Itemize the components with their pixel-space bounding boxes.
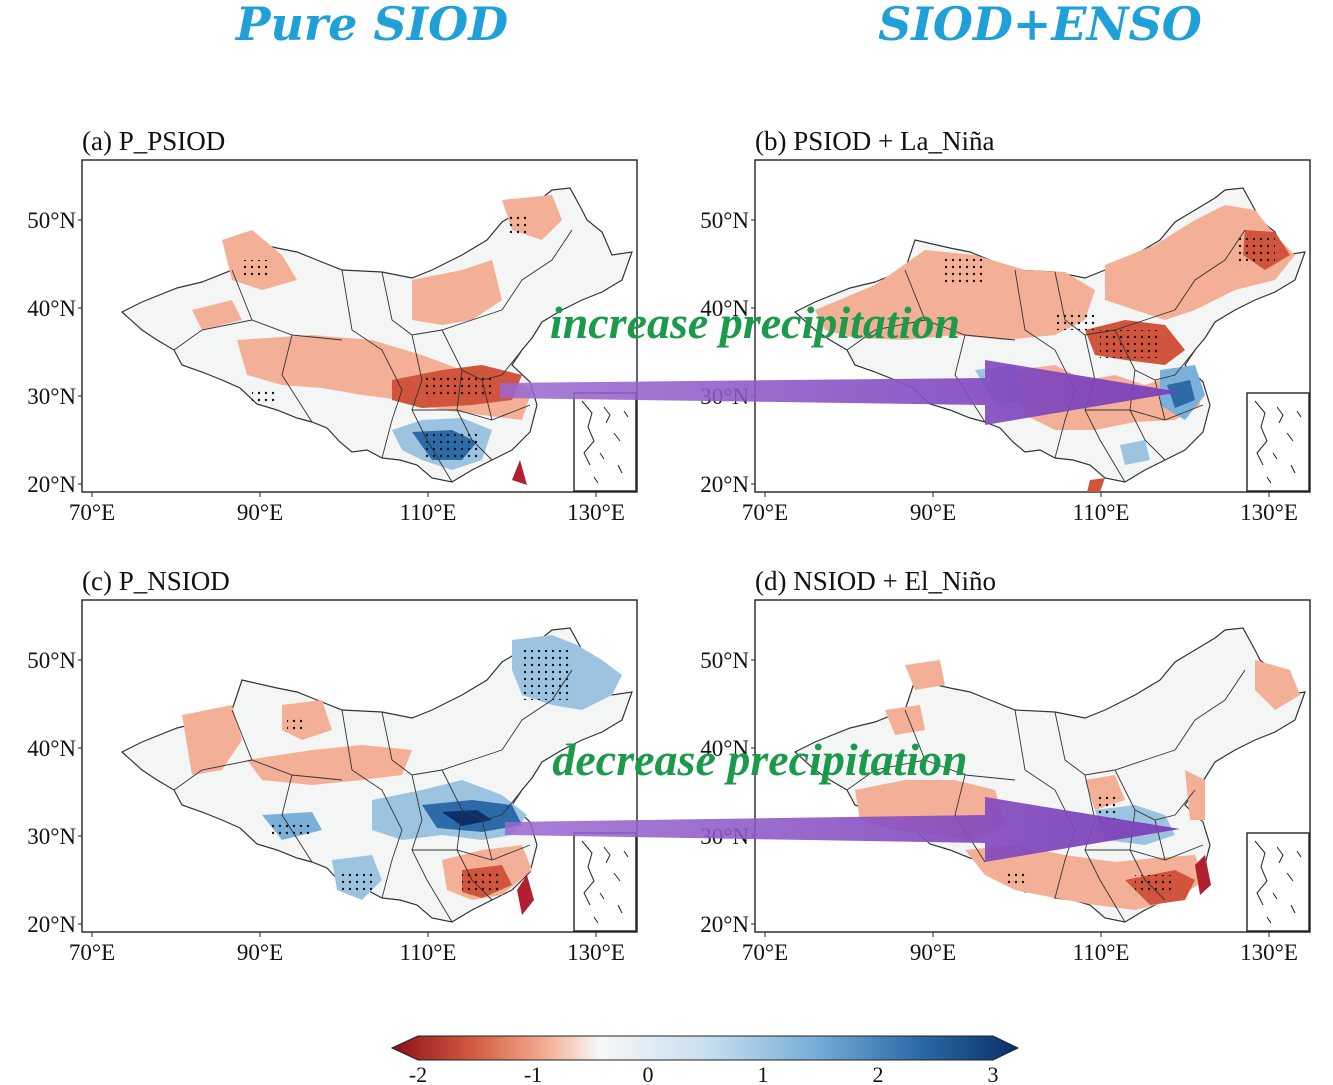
- panel-d-title: (d) NSIOD + El_Niño: [755, 566, 996, 596]
- panel-b-title: (b) PSIOD + La_Niña: [755, 126, 994, 156]
- panel-b-lon-label: 130°E: [1240, 500, 1298, 525]
- panel-a-lat-label: 40°N: [27, 296, 76, 321]
- panel-a-lat-label: 50°N: [27, 208, 76, 233]
- panel-b-lat-label: 40°N: [700, 296, 749, 321]
- panel-c-lat-label: 50°N: [27, 648, 76, 673]
- panel-d: (d) NSIOD + El_Niño: [754, 566, 1311, 933]
- panel-d-lon-label: 90°E: [910, 940, 956, 965]
- header-pure-siod: Pure SIOD: [234, 0, 508, 51]
- colorbar-tick-label: -1: [524, 1062, 542, 1085]
- panel-a-lat-label: 30°N: [27, 384, 76, 409]
- panel-c-anomaly-field: [182, 635, 622, 915]
- panel-b-inset: [1246, 392, 1310, 492]
- panel-c-lon-label: 90°E: [237, 940, 283, 965]
- panel-c-lat-label: 20°N: [27, 912, 76, 937]
- colorbar-tick-label: 0: [643, 1062, 654, 1085]
- panel-b: (b) PSIOD + La_Niña: [754, 126, 1311, 493]
- arrow-decrease: [505, 797, 1180, 862]
- panel-d-lon-label: 110°E: [1073, 940, 1130, 965]
- panel-a-inset: [573, 392, 637, 492]
- panel-a-title: (a) P_PSIOD: [82, 126, 225, 156]
- panel-d-lon-label: 70°E: [742, 940, 788, 965]
- panel-c-title: (c) P_NSIOD: [82, 566, 230, 596]
- panel-a-lon-label: 110°E: [400, 500, 457, 525]
- panel-a-lat-label: 20°N: [27, 472, 76, 497]
- colorbar-tick-label: 2: [873, 1062, 884, 1085]
- panel-d-lon-label: 130°E: [1240, 940, 1298, 965]
- panel-c-inset: [573, 832, 637, 932]
- colorbar-tick-label: 1: [758, 1062, 769, 1085]
- colorbar-tick-label: 3: [988, 1062, 999, 1085]
- panel-c-lat-label: 30°N: [27, 824, 76, 849]
- label-increase-precipitation: increase precipitation: [550, 297, 960, 348]
- panel-a: (a) P_PSIOD: [81, 126, 638, 493]
- axis-labels: 50°N 40°N 30°N 20°N 70°E 90°E 110°E 130°E 50°N 40…: [27, 208, 1298, 965]
- panel-c-lon-label: 130°E: [567, 940, 625, 965]
- panel-c-lon-label: 70°E: [69, 940, 115, 965]
- panel-a-lon-label: 130°E: [567, 500, 625, 525]
- colorbar: -2 -1 0 1 2 3: [390, 1035, 1020, 1085]
- panel-b-lat-label: 50°N: [700, 208, 749, 233]
- colorbar-bar: [390, 1035, 1020, 1061]
- panel-c-lat-label: 40°N: [27, 736, 76, 761]
- panel-c-lon-label: 110°E: [400, 940, 457, 965]
- panel-d-lat-label: 50°N: [700, 648, 749, 673]
- arrow-decrease-shape: [505, 797, 1180, 862]
- panel-a-lon-label: 90°E: [237, 500, 283, 525]
- arrow-increase-shape: [500, 360, 1180, 425]
- panel-b-lon-label: 110°E: [1073, 500, 1130, 525]
- header-siod-enso: SIOD+ENSO: [878, 0, 1202, 51]
- panel-b-lon-label: 90°E: [910, 500, 956, 525]
- panel-d-inset: [1246, 832, 1310, 932]
- panel-b-lon-label: 70°E: [742, 500, 788, 525]
- panel-b-lat-label: 20°N: [700, 472, 749, 497]
- panel-c: (c) P_NSIOD: [81, 566, 638, 933]
- colorbar-ticks: -2 -1 0 1 2 3: [409, 1062, 999, 1085]
- colorbar-tick-label: -2: [409, 1062, 427, 1085]
- panel-d-lat-label: 20°N: [700, 912, 749, 937]
- arrow-increase: [500, 360, 1180, 425]
- panel-d-lat-label: 40°N: [700, 736, 749, 761]
- panel-a-lon-label: 70°E: [69, 500, 115, 525]
- label-decrease-precipitation: decrease precipitation: [552, 734, 967, 785]
